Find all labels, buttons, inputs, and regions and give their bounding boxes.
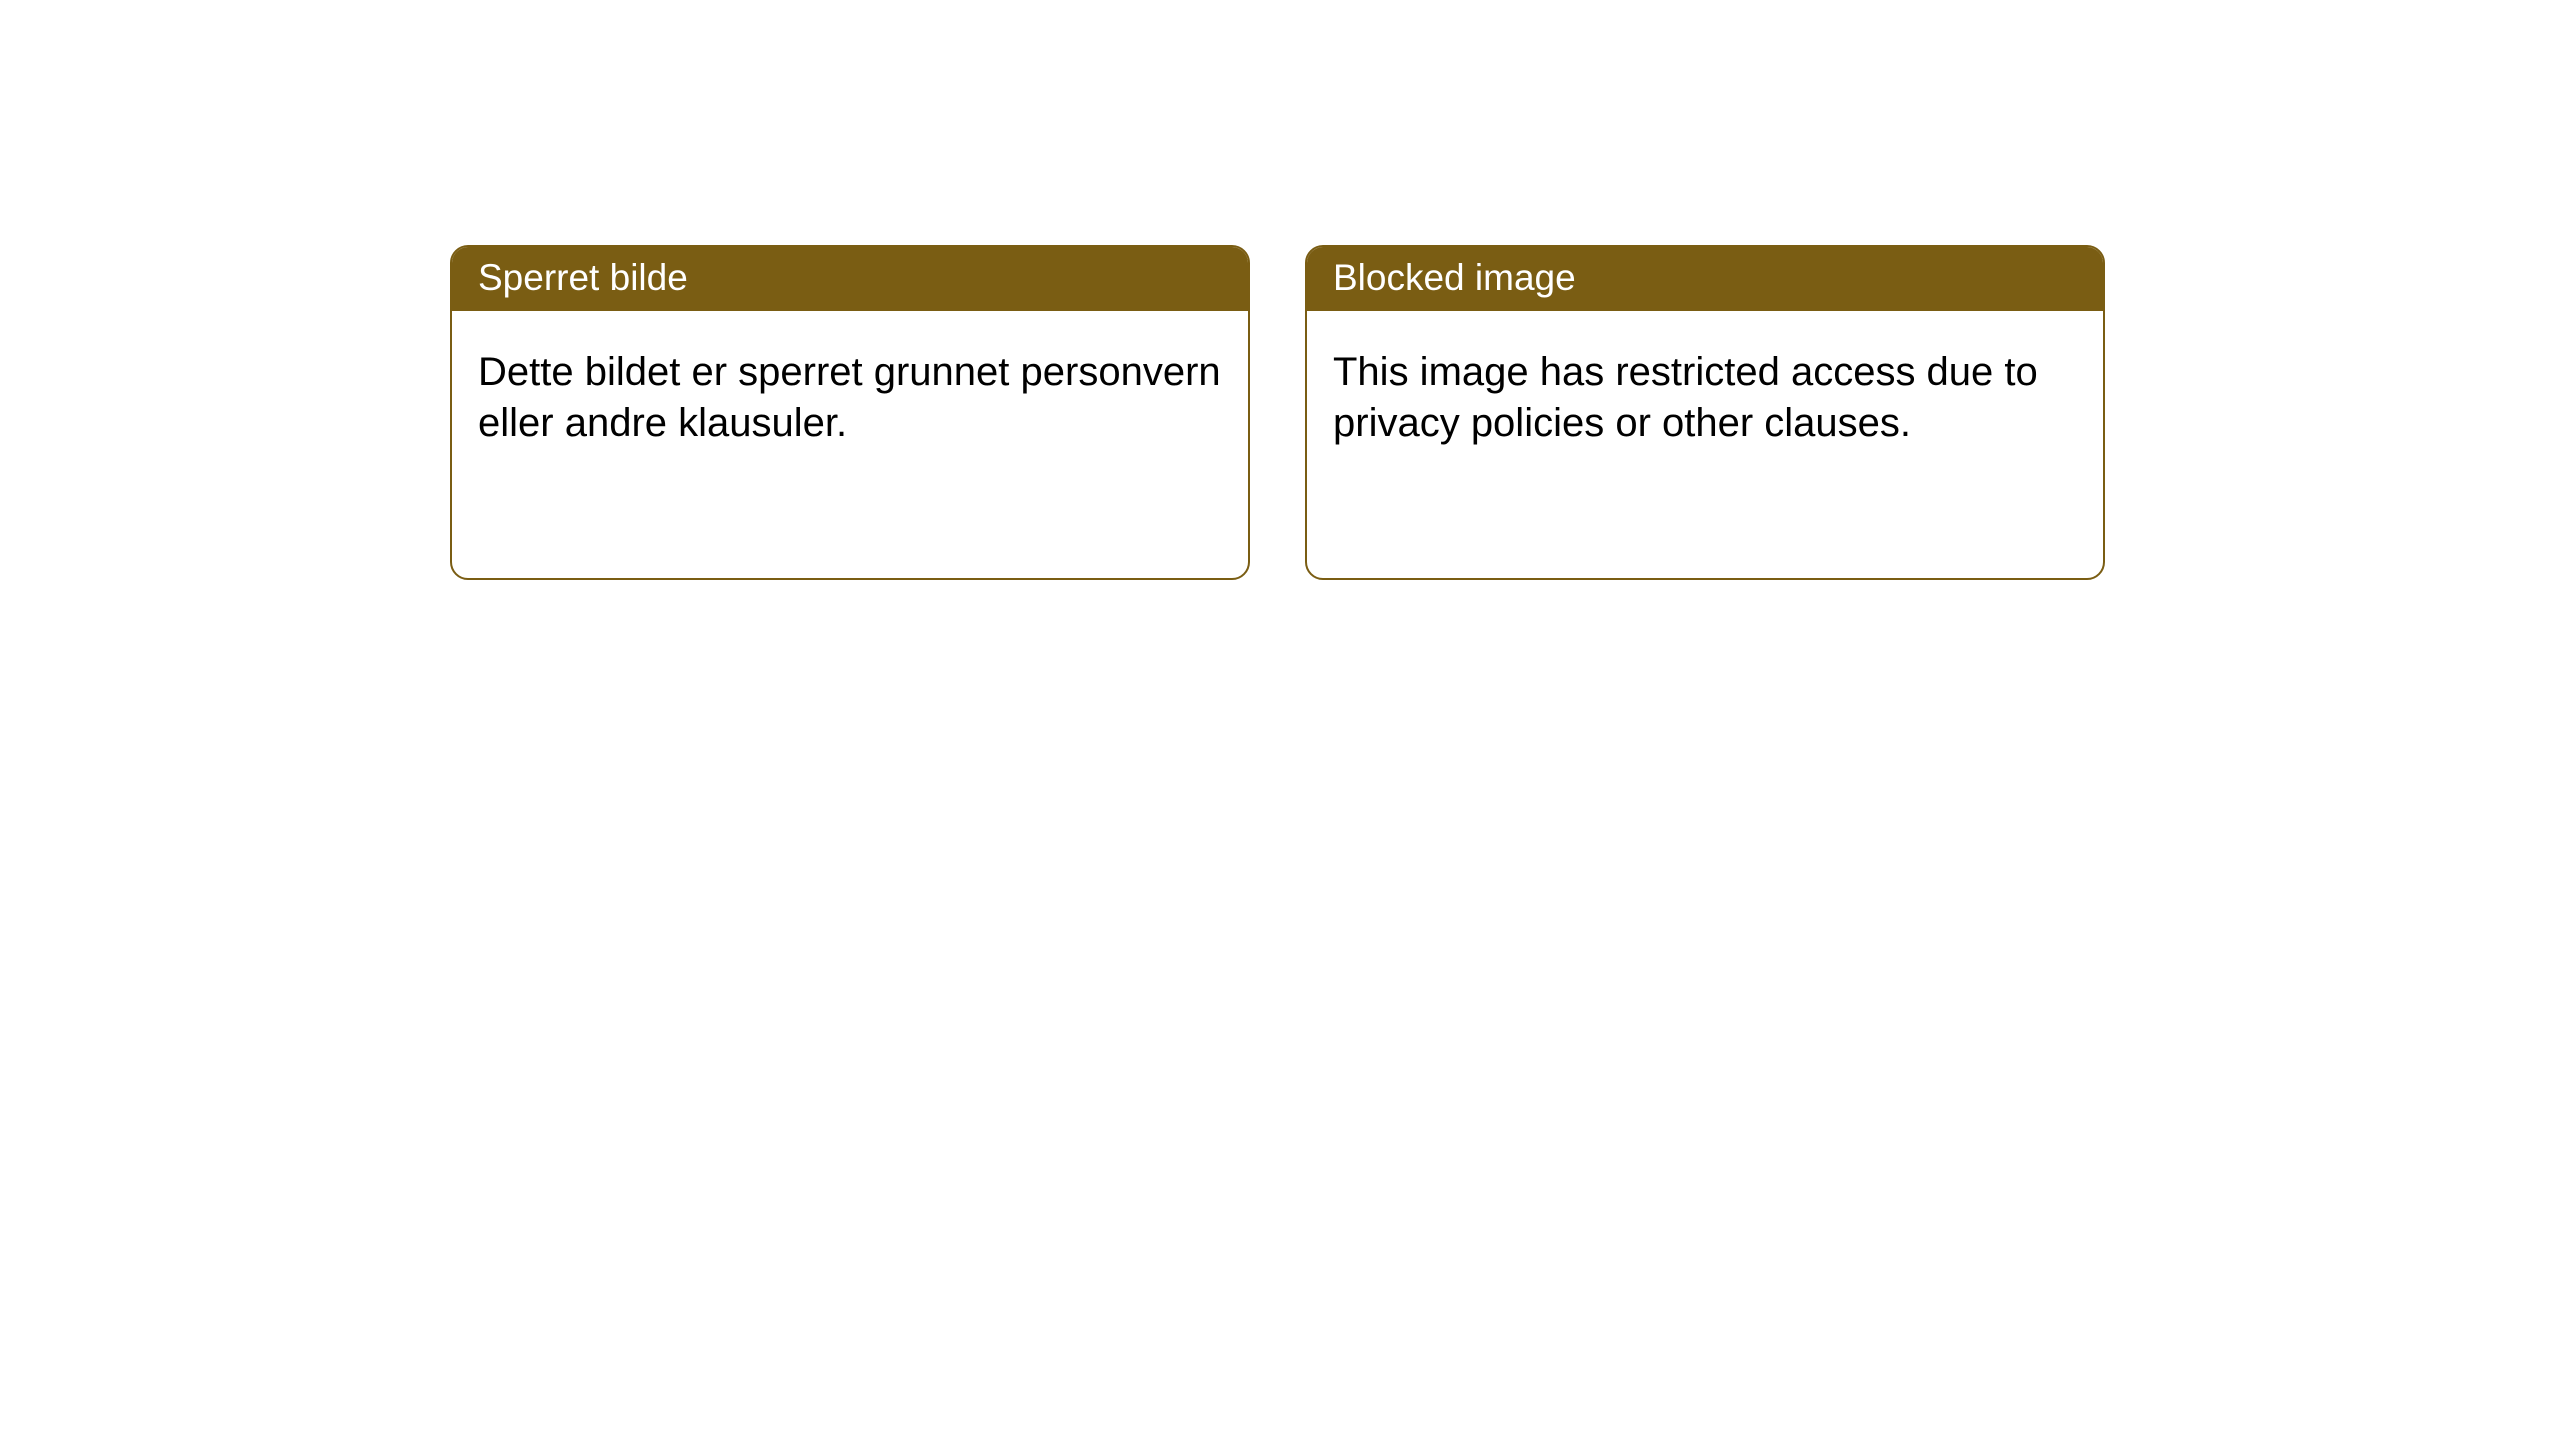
notice-body-text: Dette bildet er sperret grunnet personve… — [478, 350, 1221, 445]
notice-title: Blocked image — [1333, 257, 1576, 298]
notice-title: Sperret bilde — [478, 257, 688, 298]
notice-header: Sperret bilde — [452, 247, 1248, 311]
notice-body-text: This image has restricted access due to … — [1333, 350, 2038, 445]
notice-card-english: Blocked image This image has restricted … — [1305, 245, 2105, 580]
notice-container: Sperret bilde Dette bildet er sperret gr… — [450, 245, 2105, 580]
notice-card-norwegian: Sperret bilde Dette bildet er sperret gr… — [450, 245, 1250, 580]
notice-header: Blocked image — [1307, 247, 2103, 311]
notice-body: This image has restricted access due to … — [1307, 311, 2103, 475]
notice-body: Dette bildet er sperret grunnet personve… — [452, 311, 1248, 475]
